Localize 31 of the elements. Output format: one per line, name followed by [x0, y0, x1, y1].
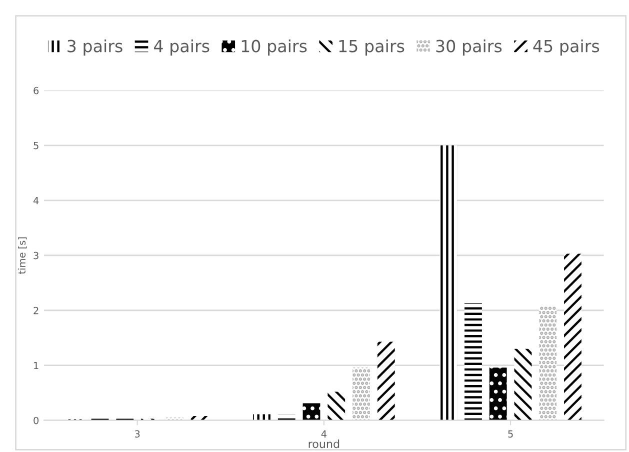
- y-tick-label: 6: [34, 86, 39, 94]
- y-tick-label: 0: [34, 416, 39, 424]
- bar: [352, 368, 370, 420]
- y-tick-label: 4: [33, 196, 39, 204]
- bar: [377, 342, 395, 420]
- y-axis-title: time [s]: [18, 237, 27, 274]
- legend-label: 45 pairs: [533, 39, 600, 56]
- legend-label: 4 pairs: [154, 39, 210, 56]
- y-tick-label: 5: [34, 142, 38, 150]
- legend-label: 10 pairs: [242, 39, 307, 56]
- bar: [278, 414, 296, 420]
- bar: [302, 403, 320, 420]
- bar: [328, 392, 346, 420]
- y-tick-label: 1: [34, 362, 38, 370]
- x-axis-title: round: [308, 439, 340, 448]
- x-tick-label: 3: [134, 430, 140, 438]
- x-tick-label: 4: [321, 430, 326, 438]
- legend-label: 30 pairs: [436, 39, 502, 56]
- x-tick-label: 5: [508, 430, 513, 438]
- bar: [539, 306, 557, 420]
- bar: [253, 414, 270, 420]
- y-tick-label: 3: [34, 252, 38, 260]
- bar: [440, 145, 458, 420]
- bar: [464, 303, 482, 420]
- legend-label: 15 pairs: [339, 39, 404, 56]
- bar: [166, 418, 184, 420]
- bar: [514, 348, 532, 420]
- y-tick-label: 2: [34, 306, 38, 314]
- legend-label: 3 pairs: [68, 39, 122, 56]
- bar: [489, 368, 507, 420]
- bar: [564, 254, 582, 420]
